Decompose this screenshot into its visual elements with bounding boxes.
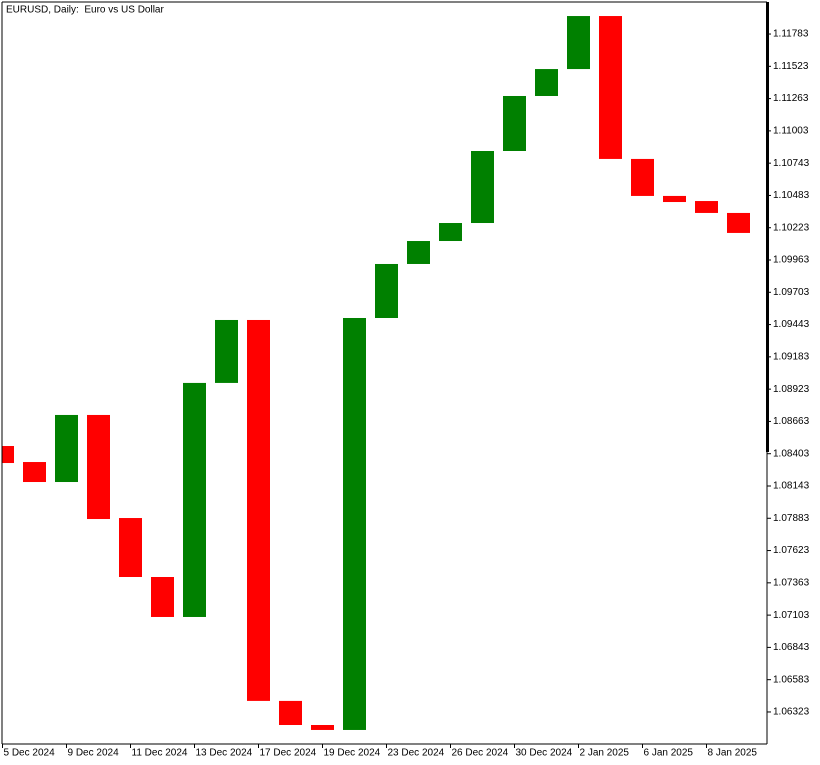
- x-tick-label: 2 Jan 2025: [580, 748, 630, 759]
- candle: [695, 201, 718, 213]
- y-tick-label: 1.10743: [773, 158, 810, 169]
- y-tick-label: 1.06583: [773, 674, 810, 685]
- y-tick-label: 1.08403: [773, 448, 810, 459]
- plot-area: [2, 16, 750, 730]
- candle: [215, 319, 238, 383]
- candle: [151, 577, 174, 617]
- y-tick-label: 1.07623: [773, 545, 810, 556]
- y-tick-label: 1.10483: [773, 190, 810, 201]
- candle: [471, 150, 494, 224]
- candle: [119, 518, 142, 578]
- y-tick-label: 1.07883: [773, 513, 810, 524]
- candle: [343, 317, 366, 730]
- candle: [23, 462, 46, 483]
- y-tick-label: 1.11003: [773, 126, 809, 137]
- y-tick-label: 1.07103: [773, 610, 810, 621]
- y-tick-label: 1.06323: [773, 707, 810, 718]
- y-tick-label: 1.09963: [773, 255, 810, 266]
- x-tick-label: 23 Dec 2024: [388, 748, 445, 759]
- x-tick-label: 30 Dec 2024: [516, 748, 573, 759]
- candle: [663, 195, 686, 203]
- x-tick-label: 6 Jan 2025: [644, 748, 694, 759]
- candle: [567, 16, 590, 70]
- y-tick-label: 1.11523: [773, 61, 809, 72]
- candle: [599, 16, 622, 159]
- y-tick-label: 1.11783: [773, 29, 809, 40]
- candle: [2, 446, 14, 464]
- candle: [55, 414, 78, 483]
- x-tick-label: 8 Jan 2025: [708, 748, 758, 759]
- candle: [439, 223, 462, 242]
- candle: [279, 700, 302, 726]
- candle: [407, 241, 430, 264]
- y-tick-label: 1.06843: [773, 642, 810, 653]
- x-tick-label: 9 Dec 2024: [68, 748, 120, 759]
- y-tick-label: 1.11263: [773, 93, 809, 104]
- candle: [247, 319, 270, 701]
- candle: [535, 69, 558, 96]
- x-tick-label: 11 Dec 2024: [132, 748, 188, 759]
- candle: [503, 95, 526, 151]
- candle: [631, 158, 654, 196]
- y-tick-label: 1.08143: [773, 481, 810, 492]
- candle: [727, 212, 750, 233]
- x-tick-label: 26 Dec 2024: [452, 748, 509, 759]
- y-tick-label: 1.08663: [773, 416, 810, 427]
- y-tick-label: 1.07363: [773, 577, 810, 588]
- candle: [183, 382, 206, 617]
- candle: [311, 725, 334, 730]
- x-tick-label: 5 Dec 2024: [4, 748, 56, 759]
- x-tick-label: 13 Dec 2024: [196, 748, 253, 759]
- x-tick-label: 17 Dec 2024: [260, 748, 317, 759]
- y-tick-label: 1.09703: [773, 287, 810, 298]
- candle: [375, 263, 398, 318]
- y-tick-label: 1.10223: [773, 222, 810, 233]
- y-tick-label: 1.09183: [773, 351, 810, 362]
- x-tick-label: 19 Dec 2024: [324, 748, 381, 759]
- y-tick-label: 1.08923: [773, 384, 810, 395]
- chart-title: EURUSD, Daily: Euro vs US Dollar: [6, 5, 164, 16]
- candle: [87, 414, 110, 520]
- y-tick-label: 1.09443: [773, 319, 810, 330]
